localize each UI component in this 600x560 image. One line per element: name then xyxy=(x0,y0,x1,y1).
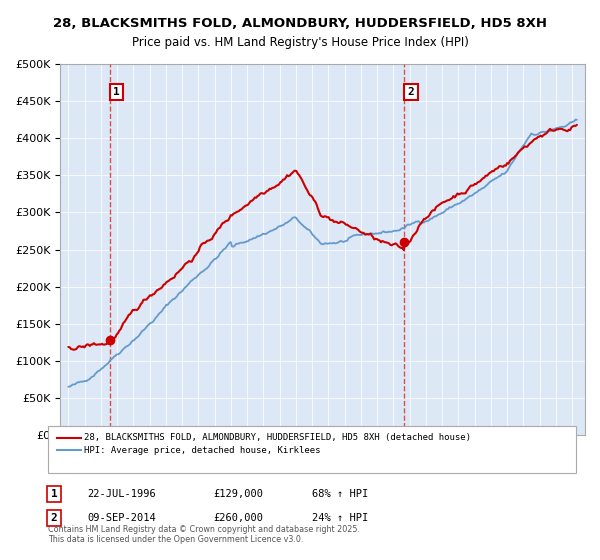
Text: 1: 1 xyxy=(50,489,58,499)
Text: £129,000: £129,000 xyxy=(213,489,263,499)
Text: £260,000: £260,000 xyxy=(213,513,263,523)
Text: Contains HM Land Registry data © Crown copyright and database right 2025.
This d: Contains HM Land Registry data © Crown c… xyxy=(48,525,360,544)
Text: 2: 2 xyxy=(407,87,415,97)
Text: 2: 2 xyxy=(50,513,58,523)
Text: 22-JUL-1996: 22-JUL-1996 xyxy=(87,489,156,499)
Text: 1: 1 xyxy=(113,87,119,97)
Text: 68% ↑ HPI: 68% ↑ HPI xyxy=(312,489,368,499)
Text: 09-SEP-2014: 09-SEP-2014 xyxy=(87,513,156,523)
Text: 24% ↑ HPI: 24% ↑ HPI xyxy=(312,513,368,523)
Text: HPI: Average price, detached house, Kirklees: HPI: Average price, detached house, Kirk… xyxy=(84,446,320,455)
Text: 28, BLACKSMITHS FOLD, ALMONDBURY, HUDDERSFIELD, HD5 8XH: 28, BLACKSMITHS FOLD, ALMONDBURY, HUDDER… xyxy=(53,17,547,30)
Text: Price paid vs. HM Land Registry's House Price Index (HPI): Price paid vs. HM Land Registry's House … xyxy=(131,36,469,49)
Text: 28, BLACKSMITHS FOLD, ALMONDBURY, HUDDERSFIELD, HD5 8XH (detached house): 28, BLACKSMITHS FOLD, ALMONDBURY, HUDDER… xyxy=(84,433,471,442)
